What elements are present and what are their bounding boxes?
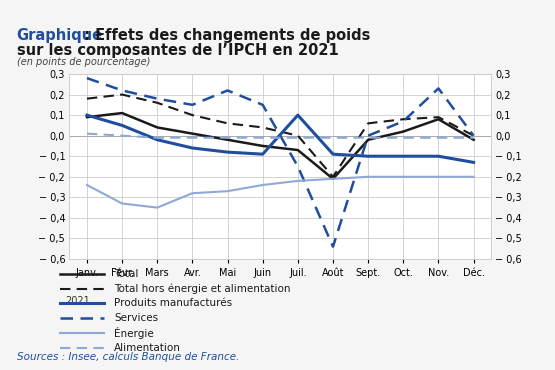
- Text: Alimentation: Alimentation: [114, 343, 181, 353]
- Text: Services: Services: [114, 313, 158, 323]
- Text: Sources : Insee, calculs Banque de France.: Sources : Insee, calculs Banque de Franc…: [17, 352, 239, 362]
- Text: sur les composantes de l’IPCH en 2021: sur les composantes de l’IPCH en 2021: [17, 43, 339, 58]
- Text: Total: Total: [114, 269, 139, 279]
- Text: Graphique: Graphique: [17, 28, 103, 43]
- Text: (en points de pourcentage): (en points de pourcentage): [17, 57, 150, 67]
- Text: Produits manufacturés: Produits manufacturés: [114, 298, 232, 309]
- Text: 2021: 2021: [65, 296, 90, 306]
- Text: Énergie: Énergie: [114, 327, 154, 339]
- Text: Total hors énergie et alimentation: Total hors énergie et alimentation: [114, 283, 291, 294]
- Text: : Effets des changements de poids: : Effets des changements de poids: [79, 28, 370, 43]
